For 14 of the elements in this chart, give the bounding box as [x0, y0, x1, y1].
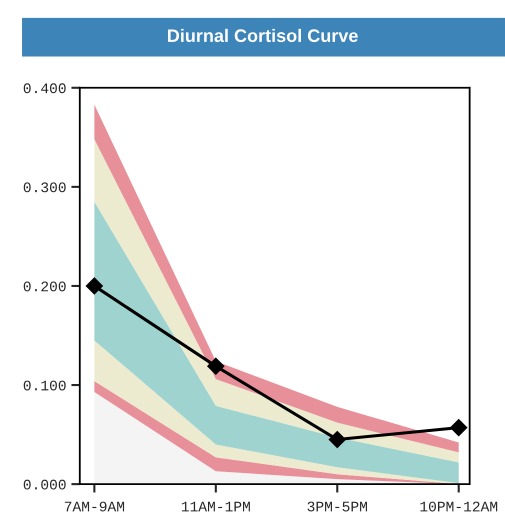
- point: [86, 277, 103, 294]
- x-tick-label: 3PM-5PM: [308, 502, 367, 512]
- x-tick-label: 11AM-1PM: [182, 502, 250, 512]
- x-tick-label: 7AM-9AM: [64, 502, 124, 512]
- chart-title: Diurnal Cortisol Curve: [168, 28, 358, 42]
- point: [328, 430, 346, 448]
- y-tick-label: 0.200: [24, 281, 66, 292]
- y-tick-label: 0.000: [24, 480, 66, 490]
- x-tick-label: 10PM-12AM: [420, 502, 498, 512]
- point: [207, 358, 224, 375]
- y-tick-label: 0.400: [24, 83, 66, 94]
- y-tick-label: 0.300: [24, 182, 66, 192]
- point: [450, 419, 468, 436]
- y-tick-label: 0.100: [24, 380, 66, 390]
